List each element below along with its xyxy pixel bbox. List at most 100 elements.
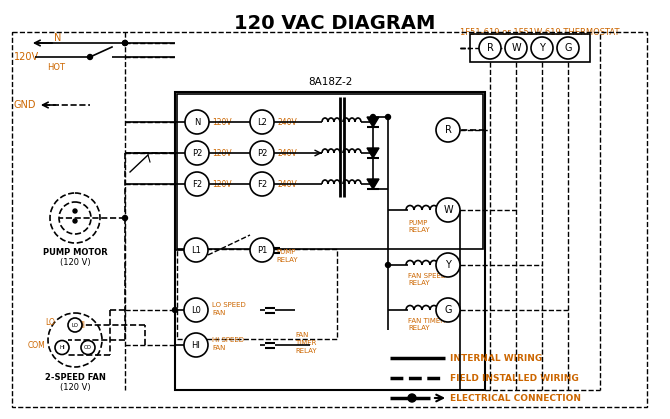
Circle shape (55, 341, 69, 354)
Text: L2: L2 (257, 117, 267, 127)
Text: HI SPEED: HI SPEED (212, 337, 244, 343)
Circle shape (436, 253, 460, 277)
Text: 120V: 120V (212, 179, 232, 189)
Text: L1: L1 (191, 246, 201, 254)
Circle shape (184, 333, 208, 357)
Text: W: W (443, 205, 453, 215)
Bar (177, 249, 337, 339)
Circle shape (385, 114, 391, 119)
Text: N: N (54, 33, 62, 43)
Circle shape (123, 41, 127, 46)
Circle shape (59, 202, 91, 234)
Text: FAN: FAN (295, 332, 308, 338)
Circle shape (88, 54, 92, 59)
Text: LO: LO (72, 323, 78, 328)
Circle shape (436, 198, 460, 222)
Text: N: N (194, 117, 200, 127)
Circle shape (250, 238, 274, 262)
Text: F2: F2 (257, 179, 267, 189)
Text: 2-SPEED FAN: 2-SPEED FAN (45, 373, 105, 382)
Text: P2: P2 (257, 148, 267, 158)
Text: LO SPEED: LO SPEED (212, 302, 246, 308)
Text: ELECTRICAL CONNECTION: ELECTRICAL CONNECTION (450, 393, 581, 403)
Bar (12, 32, 647, 407)
Text: FIELD INSTALLED WIRING: FIELD INSTALLED WIRING (450, 373, 579, 383)
Text: Y: Y (539, 43, 545, 53)
Text: TIMER: TIMER (295, 340, 316, 346)
Circle shape (436, 298, 460, 322)
Circle shape (371, 114, 375, 119)
Text: HI: HI (192, 341, 200, 349)
Circle shape (250, 172, 274, 196)
Text: 240V: 240V (277, 148, 297, 158)
Text: PUMP: PUMP (408, 220, 427, 226)
Text: HOT: HOT (47, 64, 65, 72)
Text: Y: Y (445, 260, 451, 270)
Circle shape (123, 41, 127, 46)
Text: LO: LO (45, 318, 55, 326)
Text: 8A18Z-2: 8A18Z-2 (308, 77, 352, 87)
Circle shape (172, 308, 178, 313)
Circle shape (408, 394, 416, 402)
Text: 120V: 120V (212, 148, 232, 158)
Text: R: R (445, 125, 452, 135)
Text: FAN: FAN (212, 345, 225, 351)
Circle shape (557, 37, 579, 59)
Polygon shape (367, 117, 379, 127)
Circle shape (436, 118, 460, 142)
Text: RELAY: RELAY (408, 280, 429, 286)
Text: 240V: 240V (277, 117, 297, 127)
Circle shape (81, 341, 95, 354)
Circle shape (123, 215, 127, 220)
Bar (175, 92, 485, 390)
Text: G: G (564, 43, 572, 53)
Text: RELAY: RELAY (408, 227, 429, 233)
Text: COM: COM (27, 341, 45, 349)
Circle shape (250, 141, 274, 165)
Text: FAN: FAN (212, 310, 225, 316)
Circle shape (184, 298, 208, 322)
Text: PUMP MOTOR: PUMP MOTOR (43, 248, 107, 257)
Circle shape (48, 313, 102, 367)
Text: (120 V): (120 V) (60, 258, 90, 267)
Circle shape (185, 172, 209, 196)
Text: 120 VAC DIAGRAM: 120 VAC DIAGRAM (234, 14, 436, 33)
Text: FAN SPEED: FAN SPEED (408, 273, 446, 279)
Text: 1F51-619 or 1F51W-619 THERMOSTAT: 1F51-619 or 1F51W-619 THERMOSTAT (460, 28, 620, 37)
Text: RELAY: RELAY (295, 348, 317, 354)
Circle shape (50, 193, 100, 243)
Text: 120V: 120V (14, 52, 39, 62)
Polygon shape (367, 179, 379, 189)
Text: L0: L0 (191, 305, 201, 315)
Circle shape (73, 209, 77, 213)
Circle shape (184, 238, 208, 262)
Text: R: R (486, 43, 493, 53)
Text: PUMP: PUMP (276, 249, 295, 255)
Text: G: G (444, 305, 452, 315)
Text: P1: P1 (257, 246, 267, 254)
Circle shape (185, 110, 209, 134)
Text: F2: F2 (192, 179, 202, 189)
Text: RELAY: RELAY (408, 325, 429, 331)
Text: CO: CO (84, 345, 92, 350)
Circle shape (479, 37, 501, 59)
Text: HI: HI (77, 321, 85, 329)
Text: P2: P2 (192, 148, 202, 158)
Text: HI: HI (59, 345, 65, 350)
Text: RELAY: RELAY (276, 257, 297, 263)
Circle shape (385, 262, 391, 267)
Polygon shape (367, 148, 379, 158)
Circle shape (185, 141, 209, 165)
Text: GND: GND (14, 100, 36, 110)
Text: 240V: 240V (277, 179, 297, 189)
Circle shape (531, 37, 553, 59)
Bar (470, 34, 590, 62)
Text: W: W (511, 43, 521, 53)
Text: 120V: 120V (212, 117, 232, 127)
Circle shape (68, 318, 82, 332)
Circle shape (505, 37, 527, 59)
Text: INTERNAL WIRING: INTERNAL WIRING (450, 354, 542, 362)
Text: (120 V): (120 V) (60, 383, 90, 392)
Circle shape (250, 110, 274, 134)
Text: FAN TIMER: FAN TIMER (408, 318, 445, 324)
